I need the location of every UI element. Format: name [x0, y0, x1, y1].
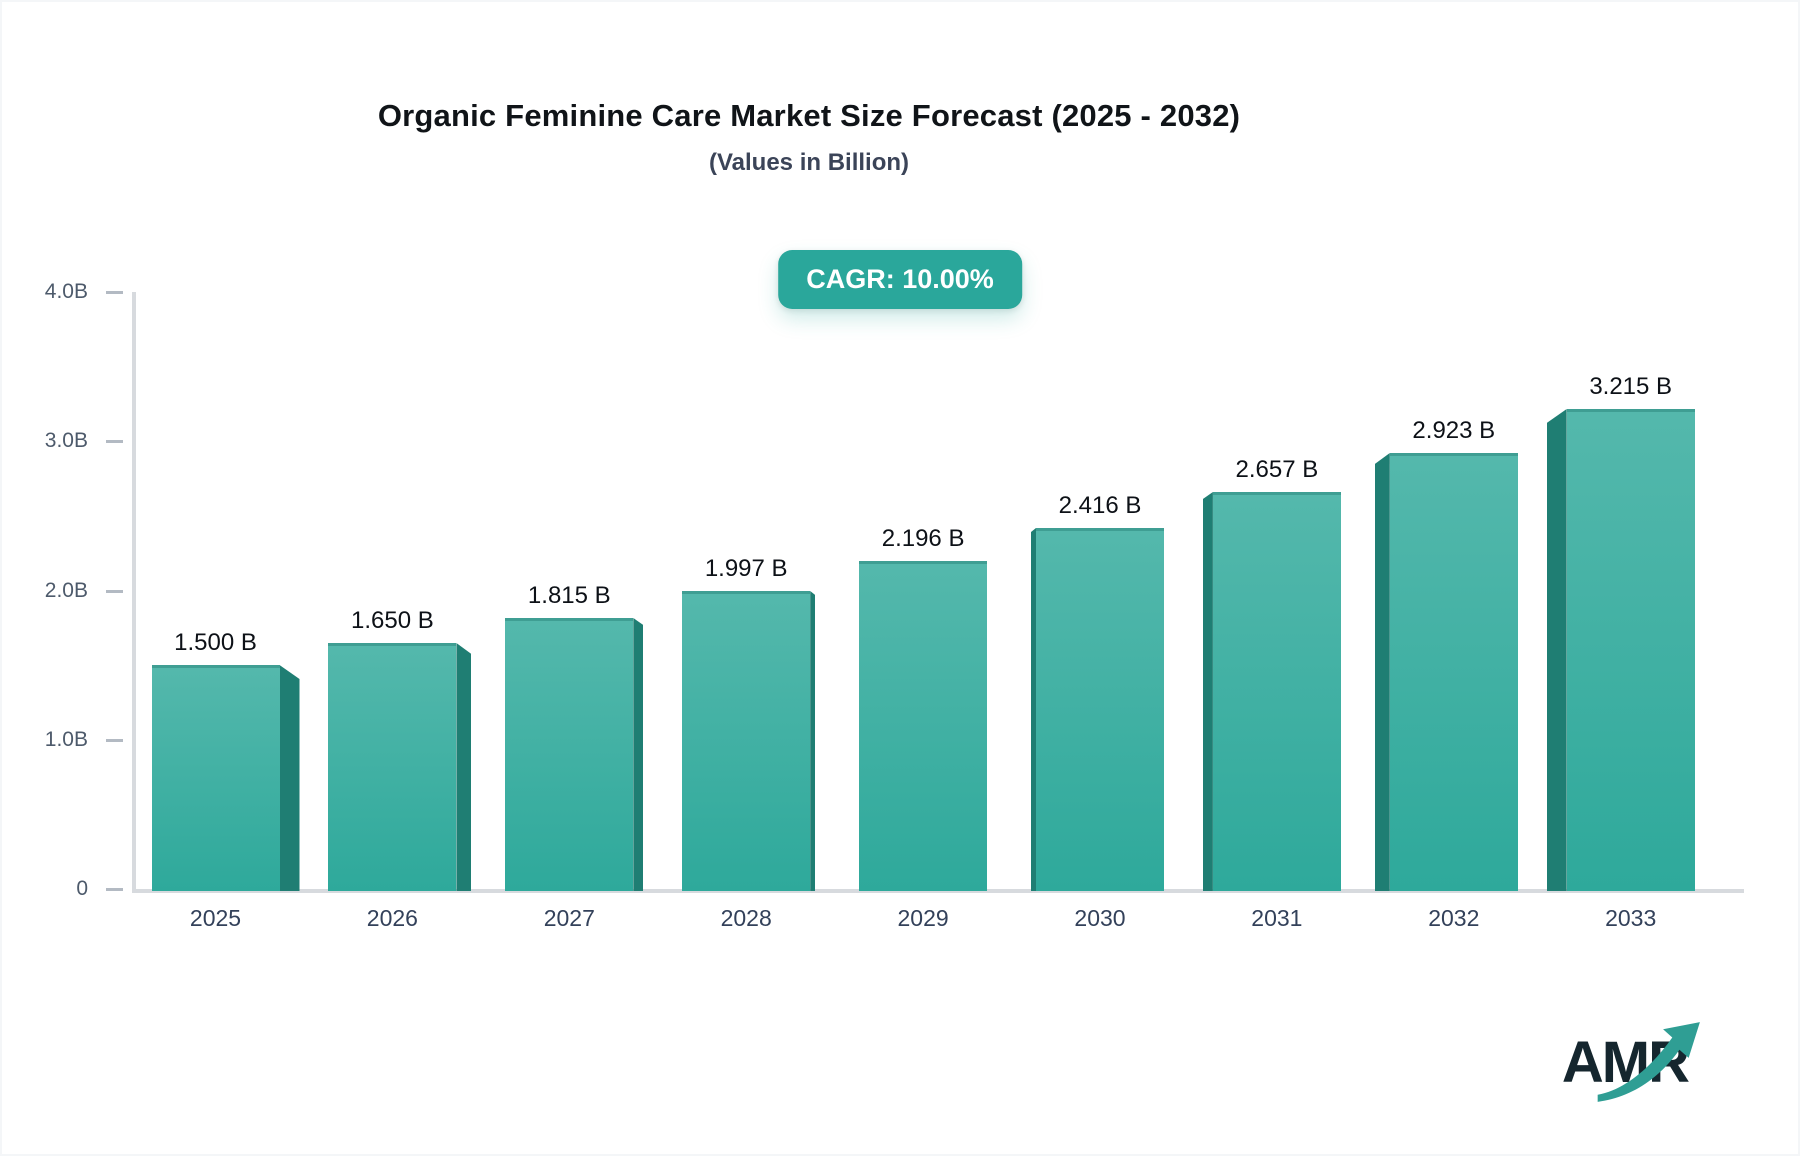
bar-value-label: 2.657 B: [1235, 456, 1319, 483]
bar-value-label: 1.500 B: [174, 629, 257, 656]
bar[interactable]: [328, 643, 457, 891]
y-axis-line: [132, 292, 136, 893]
bar-3d-side: [279, 665, 300, 891]
bar-value-label: 1.815 B: [527, 582, 611, 609]
chart-subtitle: (Values in Billion): [708, 149, 910, 176]
bar-value-label: 1.997 B: [704, 555, 788, 582]
bar[interactable]: [859, 561, 988, 891]
x-axis-category-label: 2025: [189, 905, 242, 931]
bar-3d-side: [1202, 492, 1213, 891]
y-axis-tick: [106, 440, 123, 444]
x-axis-category-label: 2026: [366, 905, 418, 931]
chart-header: Organic Feminine Care Market Size Foreca…: [2, 98, 1616, 177]
bar[interactable]: [505, 618, 634, 891]
bar-3d-side: [1546, 409, 1567, 891]
y-axis-tick: [106, 738, 123, 742]
bar-3d-side: [810, 591, 816, 891]
y-axis-tick: [106, 888, 123, 891]
y-axis-tick: [106, 589, 123, 593]
bar-value-label: 1.650 B: [351, 607, 434, 634]
bar-value-label: 3.215 B: [1589, 373, 1673, 400]
x-axis-category-label: 2031: [1251, 905, 1303, 931]
y-axis-tick-label: 0: [76, 877, 88, 900]
bar-value-label: 2.923 B: [1412, 417, 1496, 444]
amr-logo: AMR: [1562, 1022, 1700, 1102]
bar-chart-plot: 0 1.0B 2.0B 3.0B 4.0B 1.500 B 2025 1.650 B 2026 1…: [45, 280, 1744, 931]
bar-3d-side: [456, 643, 472, 891]
bar-3d-side: [633, 618, 644, 891]
y-axis-tick-label: 1.0B: [44, 727, 88, 751]
bar[interactable]: [151, 665, 280, 891]
bar-3d-side: [1031, 528, 1036, 891]
x-axis-category-label: 2032: [1428, 905, 1480, 931]
x-axis-category-label: 2029: [897, 905, 949, 931]
x-axis-category-label: 2027: [543, 905, 595, 931]
y-axis-tick-label: 3.0B: [44, 429, 88, 453]
x-axis-category-label: 2030: [1074, 905, 1126, 931]
cagr-badge-label: CAGR: 10.00%: [806, 264, 994, 294]
bar-value-label: 2.196 B: [881, 525, 965, 552]
x-axis-category-label: 2033: [1605, 905, 1657, 931]
x-axis-line: [132, 889, 1744, 893]
chart-title: Organic Feminine Care Market Size Foreca…: [377, 98, 1241, 133]
bar[interactable]: [1566, 409, 1695, 891]
y-axis-tick-label: 4.0B: [44, 280, 88, 303]
bar[interactable]: [1036, 528, 1164, 891]
bar[interactable]: [682, 591, 811, 891]
y-axis-tick-label: 2.0B: [44, 578, 88, 602]
bar-value-label: 2.416 B: [1058, 492, 1142, 519]
x-axis-category-label: 2028: [720, 905, 772, 931]
growth-arrow-icon: [1597, 1022, 1700, 1102]
cagr-badge: CAGR: 10.00%: [778, 250, 1022, 309]
bar[interactable]: [1212, 492, 1341, 891]
bar[interactable]: [1389, 453, 1518, 891]
y-axis-tick: [106, 291, 123, 294]
bar-3d-side: [1374, 453, 1390, 891]
